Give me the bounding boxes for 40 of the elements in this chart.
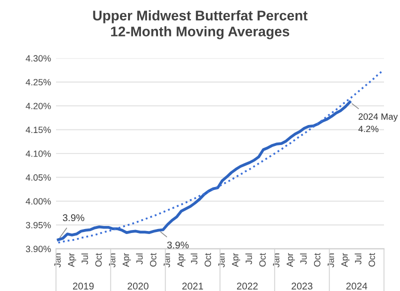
text: 2024 [346, 282, 368, 290]
x-tick-label: Apr [232, 253, 240, 267]
x-tick-label: Apr [177, 253, 186, 267]
x-tick-label: Jan [218, 254, 225, 268]
x-tick-label: Jul [354, 254, 362, 264]
y-tick-label: 3.95% [26, 222, 51, 228]
x-tick-label: Oct [368, 253, 376, 267]
x-tick-label: Oct [150, 253, 156, 267]
x-tick-label: Jul [136, 254, 143, 264]
text: 2022 [237, 282, 258, 290]
y-tick-label: 4.30% [26, 55, 51, 62]
text: 2021 [182, 282, 204, 290]
data-label: 2024 May 4.2% [358, 113, 398, 132]
x-tick-label: Jul [190, 254, 198, 264]
data-label: 3.9% [167, 242, 189, 248]
x-tick-label: Jul [245, 254, 252, 264]
x-tick-label: Apr [122, 253, 131, 267]
x-tick-label: Oct [259, 253, 266, 267]
x-tick-label: Jul [81, 254, 88, 264]
text: 2023 [292, 282, 312, 290]
y-tick-label: 4.20% [26, 102, 51, 110]
x-tick-label: Apr [341, 253, 350, 267]
x-tick-label: Jul [300, 254, 307, 264]
y-tick-label: 4.00% [26, 198, 51, 205]
y-tick-label: 4.05% [26, 174, 51, 181]
x-tick-label: Oct [314, 253, 320, 267]
y-tick-label: 3.90% [26, 246, 51, 252]
data-label: 3.9% [62, 214, 84, 222]
chart-title: Upper Midwest Butterfat Percent 12-Month Moving Averages [93, 10, 308, 40]
y-tick-label: 4.15% [26, 126, 51, 134]
x-tick-label: Oct [95, 253, 102, 267]
line-series [56, 100, 352, 242]
y-tick-label: 4.10% [26, 150, 51, 157]
x-tick-label: Jan [54, 254, 61, 268]
x-tick-label: Apr [68, 253, 76, 267]
text: 2019 [73, 282, 94, 290]
x-tick-label: Oct [204, 253, 212, 267]
x-tick-label: Apr [286, 253, 295, 267]
y-tick-label: 4.25% [26, 78, 51, 86]
text: 2020 [128, 282, 148, 290]
